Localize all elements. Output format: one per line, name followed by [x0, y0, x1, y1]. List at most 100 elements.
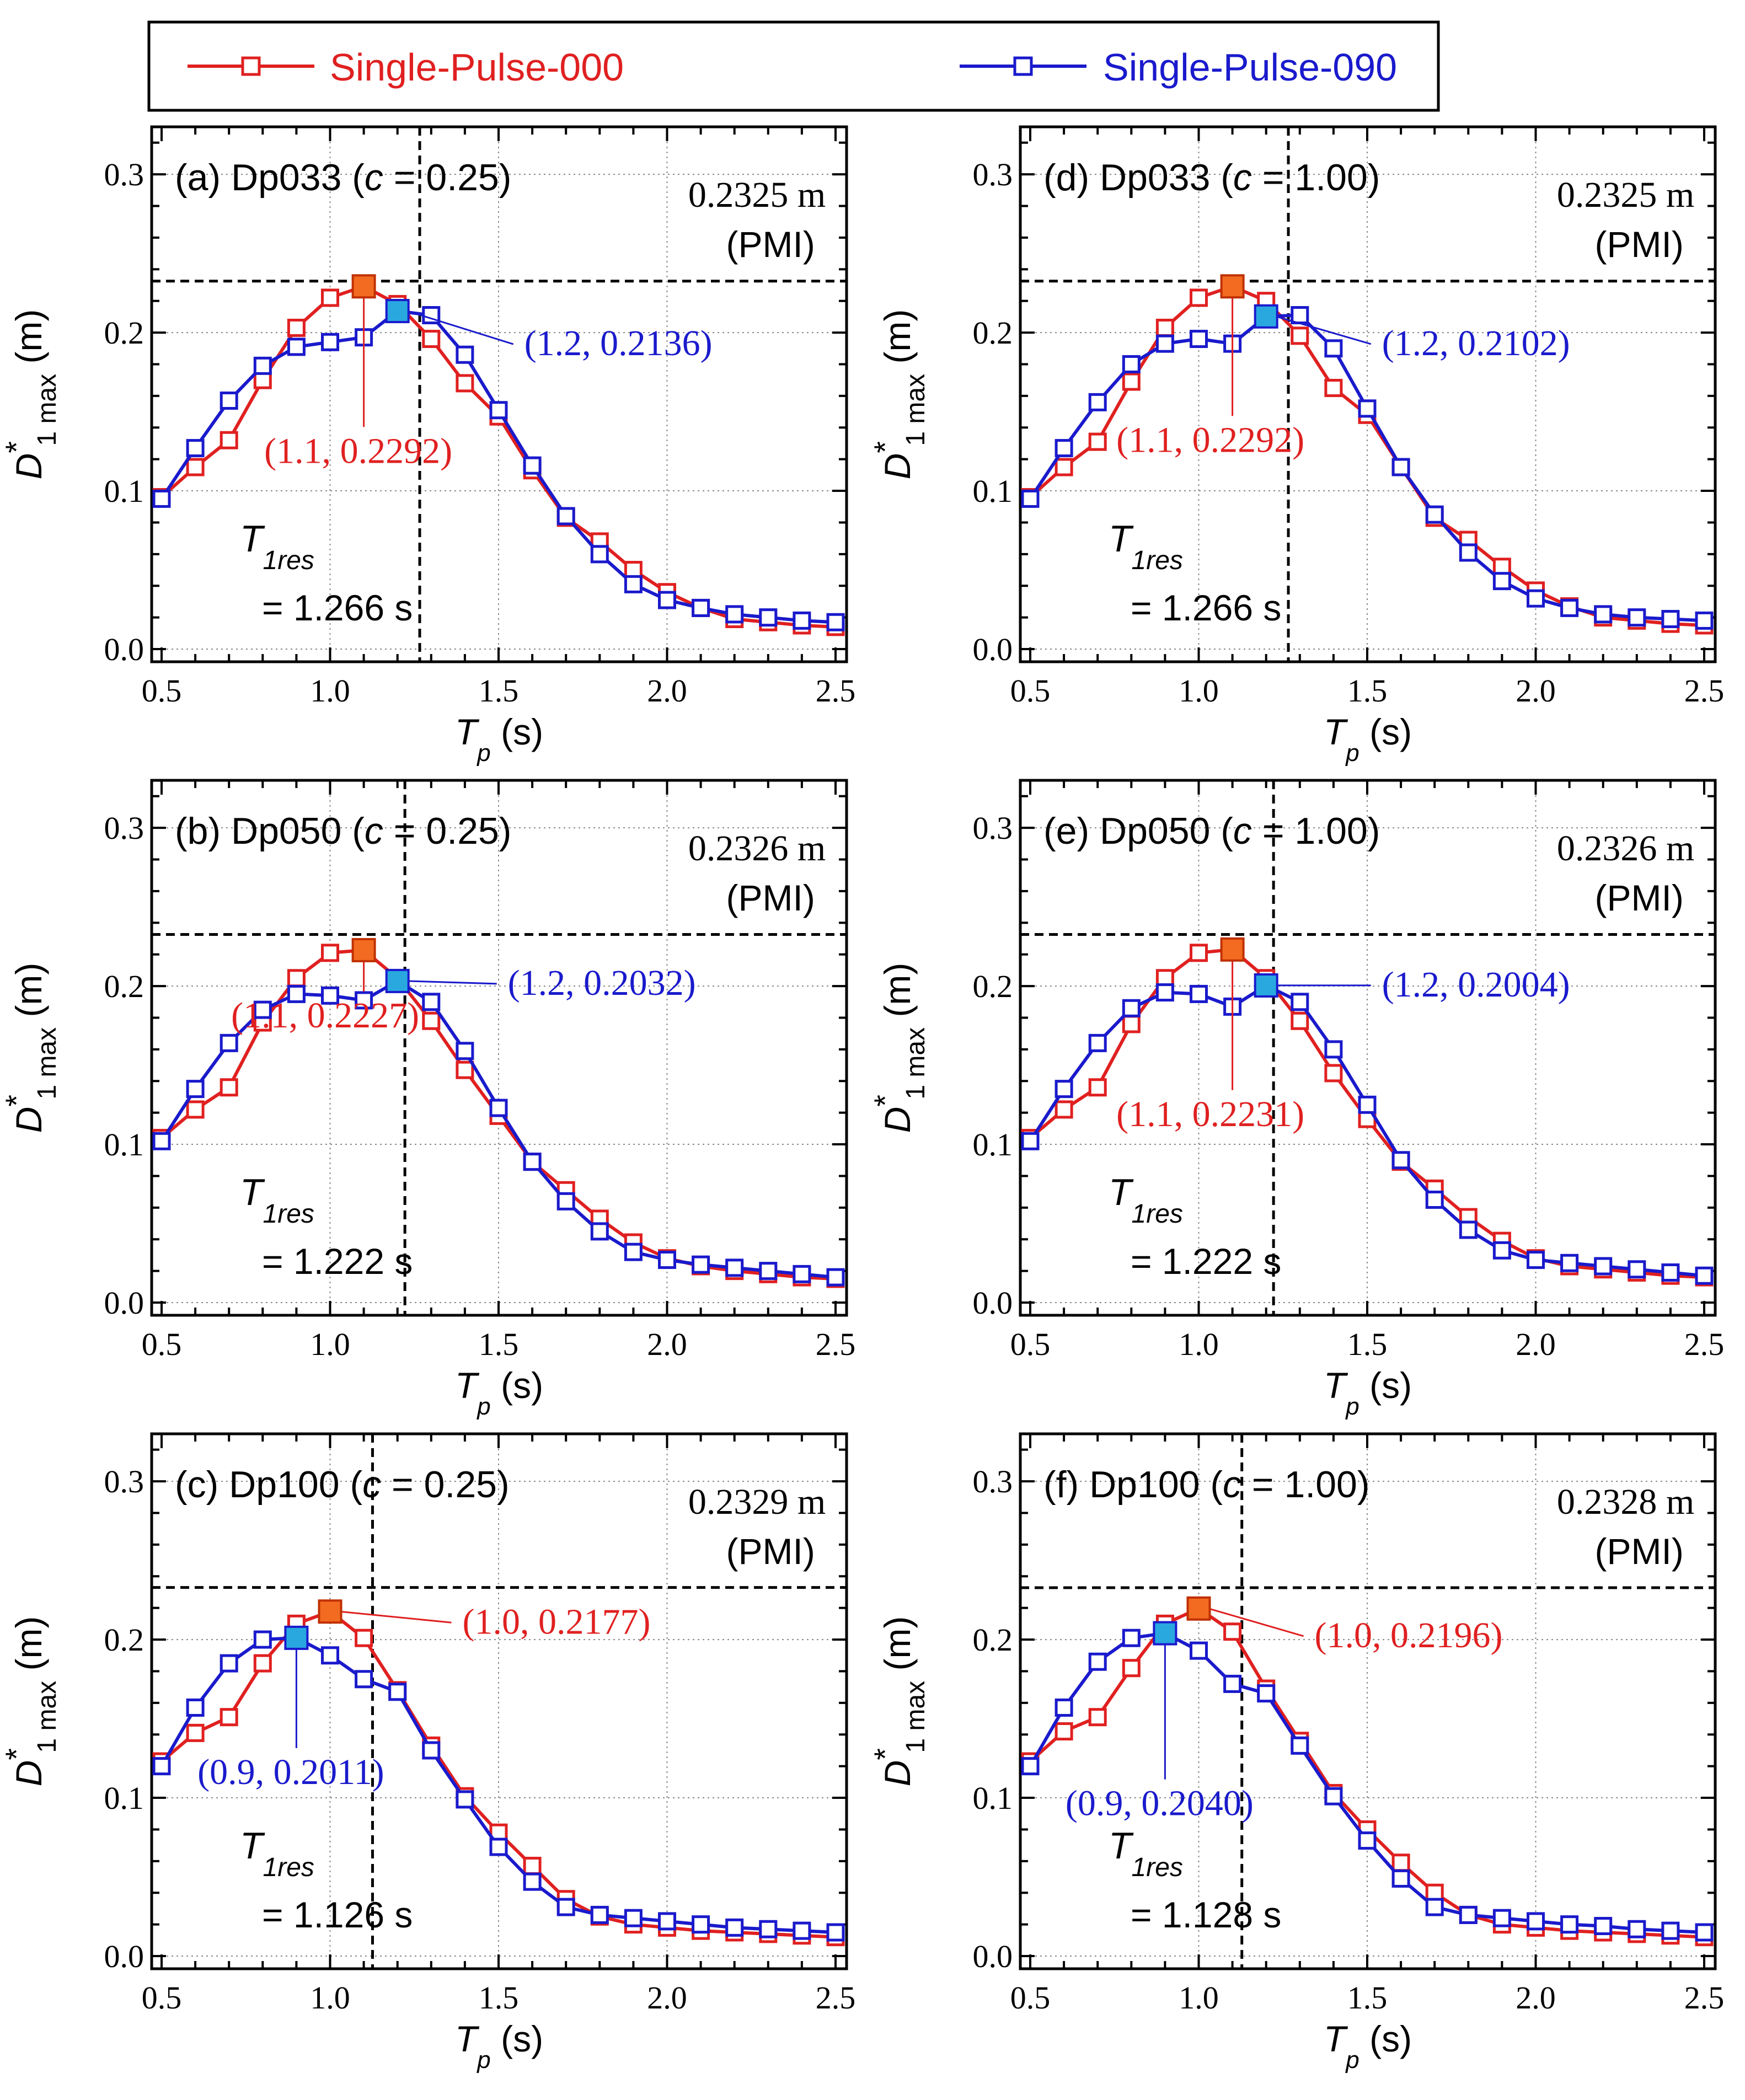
y-axis-label-symbol: D [877, 1107, 918, 1133]
x-axis-label: Tp (s) [455, 2018, 543, 2074]
data-point [287, 318, 306, 337]
data-point [220, 1654, 238, 1673]
ticks-a [152, 127, 847, 662]
x-tick-label: 2.0 [647, 1980, 687, 2016]
legend-box [147, 20, 1440, 112]
data-point [692, 1915, 710, 1934]
data-point [1122, 355, 1141, 373]
panel-title: (b) Dp050 (c = 0.25) [175, 810, 511, 852]
y-axis-label-sub: 1 max [901, 1027, 930, 1107]
data-point [1223, 1674, 1242, 1693]
panel-title-italic: c [1233, 810, 1252, 852]
data-point [456, 1790, 474, 1809]
tres-T: T [1109, 1825, 1134, 1867]
annotation-leader [1276, 315, 1372, 345]
data-point [1155, 334, 1174, 353]
panel-title: (f) Dp100 (c = 1.00) [1043, 1464, 1370, 1506]
x-axis-label-unit: (s) [491, 1365, 543, 1406]
data-point [422, 330, 441, 349]
tres-T: T [240, 1171, 265, 1213]
data-point [1324, 379, 1343, 398]
data-point [388, 1683, 407, 1701]
x-tick-label: 1.0 [310, 1980, 350, 2016]
y-axis-label: D* 1 max (m) [0, 309, 62, 480]
panel-title-part: (a) Dp033 ( [175, 157, 365, 199]
data-point [1695, 1923, 1714, 1942]
panel-b: 0.5 1.0 1.5 2.0 2.5 0.0 0.1 0.2 0.3 Tp (s) D* 1 ma… [0, 779, 855, 1420]
data-point [1628, 1920, 1646, 1938]
y-tick-label: 0.3 [973, 157, 1013, 192]
y-tick-label: 0.1 [104, 1127, 144, 1162]
y-tick-label: 0.0 [104, 1285, 144, 1321]
x-tick-label: 2.5 [816, 673, 856, 709]
data-point [1291, 306, 1309, 325]
y-axis-label-symbol: D [877, 1760, 918, 1787]
data-point [1492, 572, 1511, 591]
data-point [253, 1000, 272, 1019]
data-point [1560, 1253, 1579, 1272]
panel-title: (c) Dp100 (c = 0.25) [175, 1464, 510, 1506]
y-tick-label: 0.3 [973, 810, 1013, 846]
pmi-label: (PMI) [726, 224, 815, 265]
y-tick-label: 0.0 [104, 631, 144, 667]
x-axis-label-symbol: T [455, 2018, 480, 2059]
data-point [1088, 1078, 1107, 1097]
legend-marker-090 [1013, 56, 1033, 76]
x-axis-label-unit: (s) [491, 711, 543, 752]
x-axis-label-sub: p [1345, 740, 1359, 767]
y-tick-label: 0.2 [973, 315, 1013, 351]
data-point [1088, 1708, 1107, 1727]
data-point [759, 1262, 778, 1281]
y-axis-label-symbol: D [8, 453, 49, 480]
x-tick-label: 2.0 [1516, 1980, 1556, 2016]
data-point [590, 1222, 609, 1241]
data-point [1661, 610, 1680, 629]
peak-marker [351, 938, 376, 962]
series-090 [152, 1628, 845, 1942]
data-point [456, 345, 474, 364]
panel-title-part: (d) Dp033 ( [1043, 157, 1233, 199]
data-point [624, 1242, 643, 1261]
x-axis-label-sub: p [476, 740, 490, 767]
peak-marker [351, 274, 376, 299]
data-point [793, 1921, 811, 1940]
data-point [1594, 1257, 1613, 1276]
pmi-value-label: 0.2326 m [688, 828, 826, 869]
peak-marker [1220, 274, 1245, 299]
pmi-value-label: 0.2329 m [688, 1482, 826, 1522]
data-point [1088, 432, 1107, 451]
data-point [1492, 1241, 1511, 1260]
panel-title-part: = 1.00) [1241, 1464, 1370, 1506]
data-point [1527, 1912, 1545, 1931]
data-point [1122, 999, 1141, 1017]
peak-marker [1254, 304, 1278, 329]
data-point [658, 1251, 676, 1269]
ticks-b [152, 780, 847, 1315]
peak-annotation-label: (1.0, 0.2177) [463, 1601, 651, 1642]
data-point [1122, 1628, 1141, 1647]
data-point [220, 391, 238, 410]
data-point [1324, 1040, 1343, 1059]
tres-value: = 1.266 s [262, 587, 413, 628]
y-tick-label: 0.1 [973, 1780, 1013, 1816]
y-axis-label-sup: * [0, 441, 34, 453]
data-point [321, 1646, 339, 1665]
annotation-leader [340, 1610, 452, 1624]
peak-marker [385, 968, 410, 993]
data-point [220, 1708, 238, 1727]
data-point [1459, 1220, 1478, 1239]
y-axis-label-sup: * [0, 1095, 34, 1107]
data-point [287, 984, 306, 1003]
panel-title-part: (e) Dp050 ( [1043, 810, 1233, 852]
data-point [355, 991, 373, 1010]
data-point [523, 456, 542, 475]
data-point [1088, 1652, 1107, 1671]
y-axis-label-symbol: D [877, 453, 918, 480]
tres-value: = 1.222 s [1131, 1241, 1281, 1282]
data-point [355, 1670, 373, 1689]
y-axis-label-sup: * [868, 441, 902, 453]
panel-title-part: = 0.25) [383, 157, 512, 199]
legend-entry-000: Single-Pulse-000 [188, 46, 624, 89]
peak-marker [284, 1625, 309, 1650]
pmi-value-label: 0.2325 m [1557, 175, 1694, 215]
